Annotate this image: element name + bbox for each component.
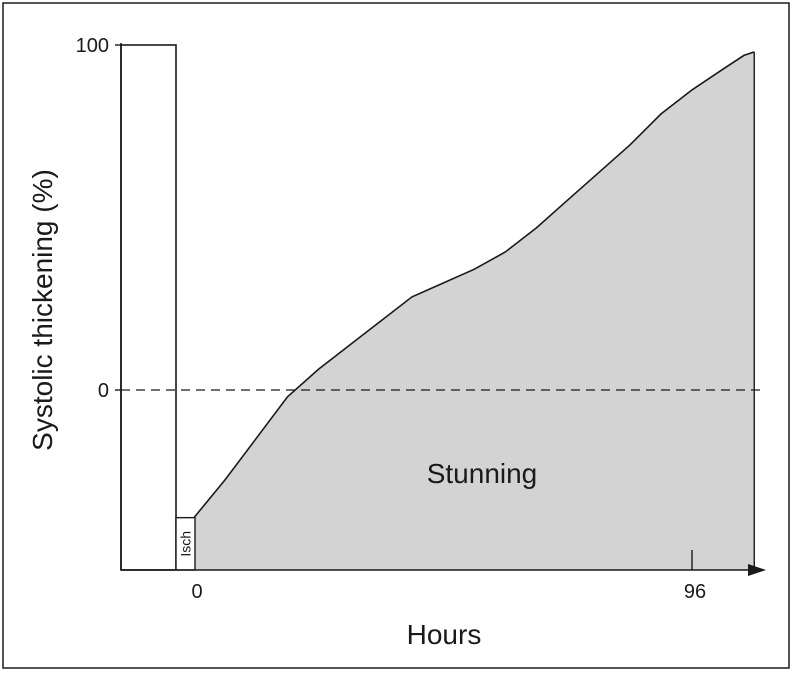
y-tick-label: 100: [76, 35, 109, 57]
x-tick-label: 0: [191, 581, 202, 603]
y-tick-label: 0: [98, 380, 109, 402]
recovery-curve: [193, 51, 755, 519]
x-axis-arrow: [748, 564, 766, 576]
stunning-label: Stunning: [427, 458, 538, 489]
baseline-bar: [120, 44, 177, 571]
stunning-area: [194, 51, 755, 570]
x-tick-label: 96: [684, 581, 706, 603]
x-axis-label: Hours: [407, 619, 482, 650]
ischemia-label: Isch: [178, 531, 194, 557]
y-axis-label: Systolic thickening (%): [27, 169, 58, 451]
plot-layer: Isch 100 0 0 96: [76, 35, 766, 603]
